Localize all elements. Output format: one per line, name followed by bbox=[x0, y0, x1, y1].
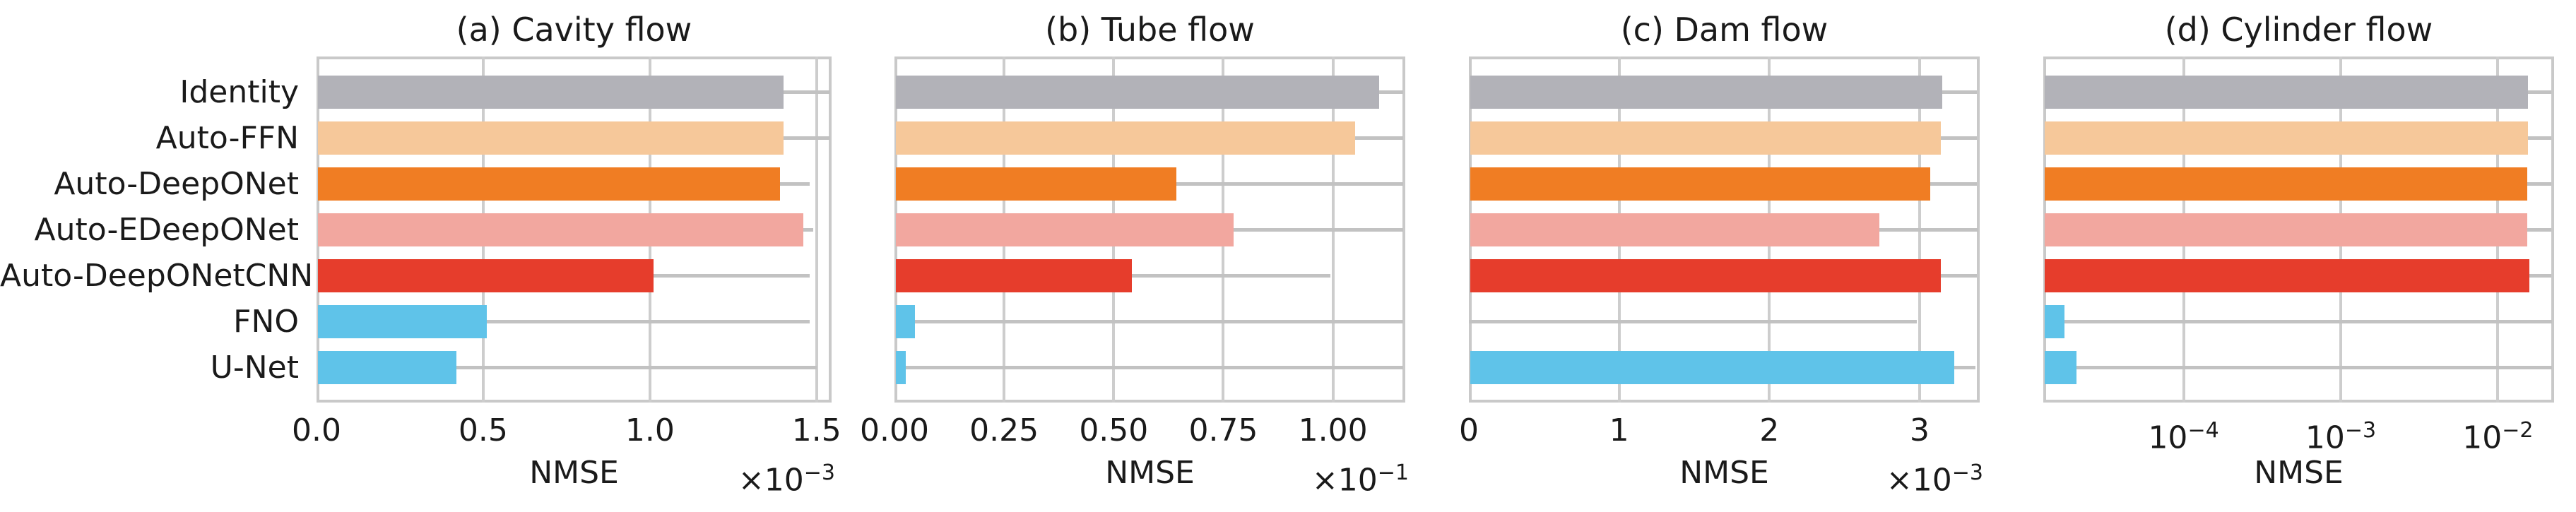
bar-auto-deeponet bbox=[1470, 167, 1930, 201]
error-bar-u-net bbox=[906, 366, 1403, 369]
error-bar-identity bbox=[783, 90, 830, 94]
error-bar-auto-ffn bbox=[2527, 136, 2551, 140]
error-bar-auto-deeponetcnn bbox=[1132, 274, 1330, 278]
bar-fno bbox=[896, 305, 916, 338]
category-label-u-net: U-Net bbox=[210, 349, 299, 386]
x-axis-label: NMSE bbox=[529, 455, 619, 491]
error-bar-auto-deeponet bbox=[779, 182, 810, 186]
bar-auto-deeponet bbox=[896, 167, 1177, 201]
error-bar-auto-edeeponet bbox=[1879, 228, 1978, 232]
error-bar-u-net bbox=[2076, 366, 2552, 369]
bar-auto-edeeponet bbox=[2045, 213, 2528, 246]
error-bar-u-net bbox=[456, 366, 817, 369]
bar-u-net bbox=[1470, 351, 1954, 384]
bar-auto-edeeponet bbox=[318, 213, 803, 246]
axis-offset-label: ×10−3 bbox=[1886, 460, 1983, 499]
error-bar-auto-edeeponet bbox=[1234, 228, 1403, 232]
bar-fno bbox=[318, 305, 487, 338]
x-tick-label: 0.5 bbox=[458, 412, 508, 448]
category-label-auto-ffn: Auto-FFN bbox=[155, 119, 299, 156]
x-tick-label: 0.75 bbox=[1188, 412, 1258, 448]
error-bar-auto-deeponet bbox=[1930, 182, 1977, 186]
bar-fno bbox=[2045, 305, 2064, 338]
bar-auto-deeponetcnn bbox=[318, 259, 654, 292]
x-tick-label: 1.0 bbox=[625, 412, 675, 448]
error-bar-auto-deeponet bbox=[1176, 182, 1403, 186]
x-tick-label: 10−3 bbox=[2305, 418, 2377, 456]
error-bar-fno bbox=[2064, 320, 2552, 323]
bar-identity bbox=[2045, 76, 2528, 109]
category-label-auto-deeponetcnn: Auto-DeepONetCNN bbox=[0, 257, 314, 294]
error-bar-auto-edeeponet bbox=[803, 228, 814, 232]
x-tick-label: 10−4 bbox=[2148, 418, 2219, 456]
bar-auto-edeeponet bbox=[1470, 213, 1879, 246]
error-bar-identity bbox=[1378, 90, 1403, 94]
x-tick-label: 1.00 bbox=[1298, 412, 1368, 448]
category-label-fno: FNO bbox=[233, 303, 299, 340]
panel-title-a-cavity-flow: (a) Cavity flow bbox=[456, 11, 692, 49]
x-tick-label: 0.00 bbox=[860, 412, 929, 448]
bar-identity bbox=[318, 76, 784, 109]
bar-auto-deeponetcnn bbox=[2045, 259, 2529, 292]
error-bar-fno bbox=[486, 320, 810, 323]
bar-auto-deeponetcnn bbox=[1470, 259, 1941, 292]
error-bar-auto-edeeponet bbox=[2527, 228, 2551, 232]
x-tick-label: 0.50 bbox=[1079, 412, 1149, 448]
error-bar-auto-deeponetcnn bbox=[2529, 274, 2551, 278]
error-bar-identity bbox=[2527, 90, 2551, 94]
panel-title-b-tube-flow: (b) Tube flow bbox=[1045, 11, 1255, 49]
error-bar-fno bbox=[915, 320, 1403, 323]
x-axis-label: NMSE bbox=[1679, 455, 1769, 491]
bar-auto-ffn bbox=[2045, 121, 2528, 155]
x-tick-label: 0 bbox=[1459, 412, 1479, 448]
x-tick-label: 2 bbox=[1759, 412, 1780, 448]
bar-auto-deeponet bbox=[318, 167, 780, 201]
gridline bbox=[815, 56, 818, 403]
bar-u-net bbox=[896, 351, 906, 384]
bar-auto-deeponetcnn bbox=[896, 259, 1133, 292]
error-bar-auto-deeponetcnn bbox=[653, 274, 810, 278]
error-bar-auto-ffn bbox=[1354, 136, 1403, 140]
category-label-auto-deeponet: Auto-DeepONet bbox=[54, 165, 299, 202]
x-tick-label: 0.0 bbox=[292, 412, 341, 448]
bar-auto-deeponet bbox=[2045, 167, 2528, 201]
axis-offset-label: ×10−1 bbox=[1311, 460, 1409, 499]
category-label-auto-edeeponet: Auto-EDeepONet bbox=[34, 211, 299, 248]
bar-identity bbox=[1470, 76, 1942, 109]
bar-u-net bbox=[2045, 351, 2077, 384]
x-tick-label: 0.25 bbox=[969, 412, 1039, 448]
x-tick-label: 3 bbox=[1909, 412, 1930, 448]
error-bar-auto-deeponet bbox=[2527, 182, 2551, 186]
category-label-identity: Identity bbox=[179, 73, 299, 110]
bar-auto-ffn bbox=[318, 121, 784, 155]
x-tick-label: 1.5 bbox=[791, 412, 841, 448]
error-bar-auto-ffn bbox=[783, 136, 830, 140]
bar-identity bbox=[896, 76, 1379, 109]
panel-title-d-cylinder-flow: (d) Cylinder flow bbox=[2164, 11, 2433, 49]
x-axis-label: NMSE bbox=[2254, 455, 2344, 491]
error-bar-u-net bbox=[1954, 366, 1975, 369]
error-bar-auto-deeponetcnn bbox=[1940, 274, 1977, 278]
x-tick-label: 10−2 bbox=[2462, 418, 2534, 456]
axis-offset-label: ×10−3 bbox=[738, 460, 835, 499]
x-tick-label: 1 bbox=[1609, 412, 1629, 448]
bar-auto-ffn bbox=[1470, 121, 1941, 155]
panel-title-c-dam-flow: (c) Dam flow bbox=[1620, 11, 1828, 49]
x-axis-label: NMSE bbox=[1105, 455, 1195, 491]
error-bar-fno bbox=[1469, 320, 1917, 323]
bar-auto-ffn bbox=[896, 121, 1355, 155]
error-bar-auto-ffn bbox=[1940, 136, 1977, 140]
bar-auto-edeeponet bbox=[896, 213, 1234, 246]
error-bar-identity bbox=[1942, 90, 1977, 94]
bar-u-net bbox=[318, 351, 457, 384]
